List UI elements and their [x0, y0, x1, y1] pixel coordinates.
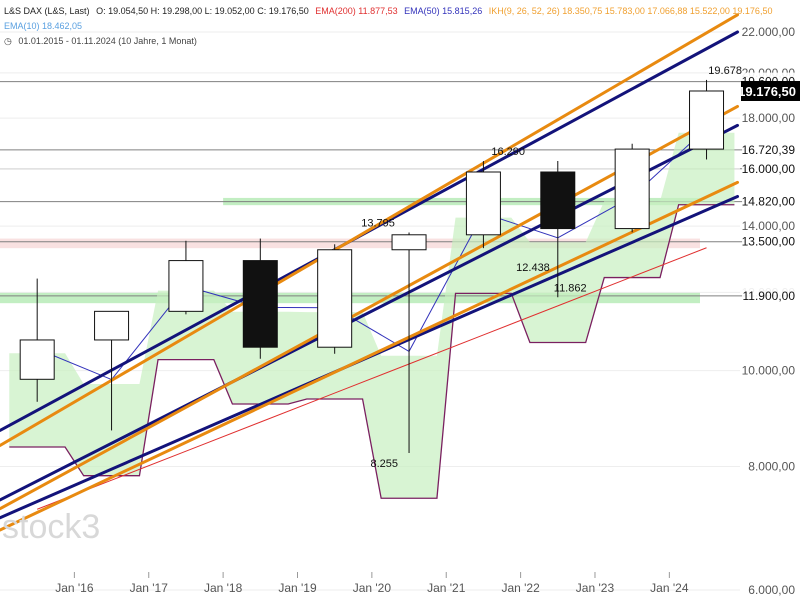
ema200-legend[interactable]: EMA(200) 11.877,53 [315, 6, 398, 16]
annotation-12.438: 12.438 [516, 262, 550, 274]
annotation-16.290: 16.290 [491, 146, 525, 158]
y-axis: 6.000,008.000,0010.000,0012.000,0014.000… [738, 25, 800, 597]
annotation-8.255: 8.255 [370, 458, 398, 470]
candle-body-2015 [19, 339, 55, 380]
annotation-19.678: 19.678 [708, 65, 742, 77]
x-tick-label: Jan '20 [353, 581, 392, 595]
level-label-bg [742, 192, 800, 211]
trendline-orange-5 [0, 180, 740, 532]
ichimoku-cloud [9, 132, 735, 499]
level-label: 11.900,00 [743, 289, 796, 303]
trend-lines [0, 13, 740, 532]
level-label: 14.820,00 [742, 195, 796, 209]
trendline-navy-1 [0, 123, 740, 502]
level-label: 13.500,00 [742, 235, 796, 249]
y-tick-label: 22.000,00 [742, 25, 796, 39]
cloud-area [9, 132, 735, 499]
clock-icon: ◷ [4, 36, 12, 46]
candles [19, 79, 725, 453]
x-axis: Jan '16 Jan '17 Jan '18 Jan '19 Jan '20 Jan '… [55, 572, 689, 595]
x-tick-label: Jan '24 [650, 581, 689, 595]
candle-body-2023 [614, 148, 650, 230]
level-label-bg [742, 286, 800, 305]
x-tick-label: Jan '18 [204, 581, 243, 595]
chart-legend: L&S DAX (L&S, Last) O: 19.054,50 H: 19.2… [4, 4, 776, 49]
y-tick-label: 6.000,00 [748, 583, 795, 597]
trendline-orange-3 [0, 13, 740, 447]
ema50-legend[interactable]: EMA(50) 15.815,26 [404, 6, 483, 16]
ema50-line [36, 127, 707, 381]
x-tick-label: Jan '21 [427, 581, 466, 595]
candle-body-2022 [540, 171, 576, 230]
cloud-lower-line [9, 204, 735, 499]
x-tick-label: Jan '19 [278, 581, 317, 595]
x-tick-label: Jan '16 [55, 581, 94, 595]
ema10-legend[interactable]: EMA(10) 18.462,05 [4, 21, 83, 31]
x-tick-label: Jan '22 [501, 581, 540, 595]
candle-body-2017 [168, 260, 204, 312]
last-price-badge [741, 80, 800, 101]
ikh-legend[interactable]: IKH(9, 26, 52, 26) 18.350,75 15.783,00 1… [488, 6, 773, 16]
y-tick-label: 18.000,00 [742, 111, 796, 125]
trendline-orange-4 [0, 104, 740, 511]
level-label-bg [742, 140, 800, 159]
level-label-bg [742, 159, 800, 178]
candle-body-2020 [391, 234, 427, 251]
date-range: 01.01.2015 - 01.11.2024 (10 Jahre, 1 Mon… [18, 36, 197, 46]
annotation-13.795: 13.795 [361, 217, 395, 229]
candle-body-2021 [465, 171, 501, 236]
watermark: stock3 [2, 508, 100, 546]
candle-body-2019 [317, 249, 353, 348]
annotation-11.862: 11.862 [554, 282, 587, 294]
candle-body-2016 [94, 310, 130, 341]
level-label: 16.000,00 [742, 162, 796, 176]
ema-lines [36, 127, 707, 510]
zone-1 [0, 238, 700, 249]
annotations: 19.678 16.290 13.795 12.438 11.862 8.255 [361, 65, 742, 470]
x-tick-label: Jan '17 [130, 581, 169, 595]
ema200-line [37, 247, 707, 510]
y-tick-label: 8.000,00 [748, 459, 795, 473]
y-tick-label: 10.000,00 [742, 364, 796, 378]
y-tick-label: 14.000,00 [742, 219, 796, 233]
candle-body-2024 [689, 90, 725, 150]
candle-body-2018 [242, 260, 278, 348]
level-label: 16.720,39 [742, 143, 796, 157]
level-label-bg [742, 232, 800, 251]
ohlc-readout: O: 19.054,50 H: 19.298,00 L: 19.052,00 C… [96, 6, 309, 16]
last-price-label: 19.176,50 [738, 84, 796, 99]
symbol-label: L&S DAX (L&S, Last) [4, 6, 90, 16]
x-tick-label: Jan '23 [576, 581, 615, 595]
